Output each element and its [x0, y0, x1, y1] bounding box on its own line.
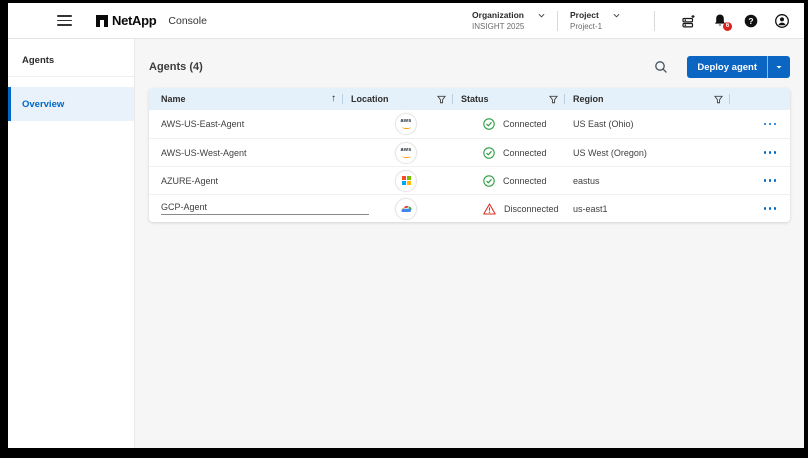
product-name: Console [168, 14, 207, 27]
project-value: Project-1 [570, 22, 603, 31]
filter-icon[interactable] [549, 95, 558, 104]
deploy-agent-dropdown-caret[interactable] [767, 56, 790, 78]
deploy-agent-label: Deploy agent [697, 61, 757, 73]
help-icon[interactable]: ? [743, 13, 759, 29]
agents-table: Name ↑ Location Statu [149, 88, 790, 222]
aws-icon: aws [395, 113, 417, 135]
column-header-location[interactable]: Location [351, 88, 461, 110]
organization-selector[interactable]: Organization INSIGHT 2025 [472, 10, 545, 31]
agent-name: AZURE-Agent [161, 175, 219, 186]
agent-status: Connected [461, 146, 573, 159]
connector-icon[interactable] [681, 13, 697, 29]
chevron-down-icon [613, 13, 620, 17]
project-label: Project [570, 10, 599, 20]
table-header-row: Name ↑ Location Statu [149, 88, 790, 110]
column-header-region[interactable]: Region [573, 88, 738, 110]
disconnected-warning-icon [483, 202, 496, 215]
sidebar-item-overview[interactable]: Overview [8, 87, 134, 121]
sort-ascending-icon[interactable]: ↑ [331, 93, 336, 104]
agent-name: GCP-Agent [161, 202, 369, 215]
column-header-name[interactable]: Name ↑ [161, 88, 351, 110]
row-actions-menu-icon[interactable] [763, 179, 776, 182]
app-window: NetApp Console Organization INSIGHT 2025… [8, 3, 804, 448]
filter-icon[interactable] [714, 95, 723, 104]
sidebar-section-agents: Agents [8, 47, 134, 77]
netapp-logo-mark-icon [96, 14, 108, 27]
agent-status: Disconnected [461, 202, 573, 215]
status-label: Disconnected [504, 203, 559, 214]
organization-value: INSIGHT 2025 [472, 22, 525, 31]
agent-name: AWS-US-West-Agent [161, 147, 247, 158]
agent-status: Connected [461, 174, 573, 187]
agent-location: aws [351, 169, 461, 192]
chevron-down-icon [538, 13, 545, 17]
filter-icon[interactable] [437, 95, 446, 104]
table-body: AWS-US-East-Agent aws [149, 110, 790, 222]
divider [729, 94, 730, 104]
status-label: Connected [503, 175, 547, 186]
svg-text:?: ? [748, 16, 753, 26]
connected-check-icon [483, 146, 495, 159]
connected-check-icon [483, 174, 495, 187]
divider [452, 94, 453, 104]
agent-region: US East (Ohio) [573, 119, 634, 129]
status-label: Connected [503, 147, 547, 158]
row-actions-menu-icon[interactable] [763, 151, 776, 154]
table-row[interactable]: AWS-US-East-Agent aws [149, 110, 790, 138]
divider [654, 10, 655, 31]
notifications-bell-icon[interactable]: 6 [712, 13, 732, 31]
agent-location: aws [351, 141, 461, 164]
agent-name: AWS-US-East-Agent [161, 119, 245, 129]
google-cloud-icon [395, 197, 417, 220]
connected-check-icon [483, 118, 495, 130]
agent-status: Connected [461, 118, 573, 130]
agent-region: us-east1 [573, 203, 608, 214]
row-actions-menu-icon[interactable] [763, 122, 776, 126]
organization-label: Organization [472, 10, 524, 20]
notification-count-badge: 6 [723, 21, 732, 31]
search-icon[interactable] [653, 59, 669, 75]
aws-icon: aws [395, 141, 417, 164]
divider [564, 94, 565, 104]
agent-location: aws [351, 197, 461, 220]
divider [557, 10, 558, 31]
main-content: Agents (4) Deploy agent [135, 39, 804, 448]
project-selector[interactable]: Project Project-1 [570, 10, 642, 31]
account-icon[interactable] [774, 13, 790, 29]
divider [342, 94, 343, 104]
netapp-logo: NetApp [96, 13, 157, 28]
brand-name: NetApp [112, 13, 157, 28]
sidebar-item-label: Overview [22, 98, 65, 110]
hamburger-menu-icon[interactable] [57, 15, 72, 26]
agent-region: eastus [573, 175, 600, 186]
page-title: Agents (4) [149, 61, 203, 73]
agent-location: aws [351, 113, 461, 135]
row-actions-menu-icon[interactable] [763, 207, 776, 210]
table-row[interactable]: GCP-Agent aws [149, 194, 790, 222]
sidebar: Agents Overview [8, 39, 135, 448]
table-row[interactable]: AZURE-Agent aws [149, 166, 790, 194]
top-bar: NetApp Console Organization INSIGHT 2025… [8, 3, 804, 39]
column-header-status[interactable]: Status [461, 88, 573, 110]
table-row[interactable]: AWS-US-West-Agent aws [149, 138, 790, 166]
agent-region: US West (Oregon) [573, 147, 647, 158]
azure-microsoft-icon [395, 169, 417, 192]
deploy-agent-button[interactable]: Deploy agent [687, 56, 790, 78]
topbar-right: Organization INSIGHT 2025 Project Projec… [472, 10, 790, 31]
status-label: Connected [503, 119, 547, 129]
column-header-actions [738, 88, 778, 110]
